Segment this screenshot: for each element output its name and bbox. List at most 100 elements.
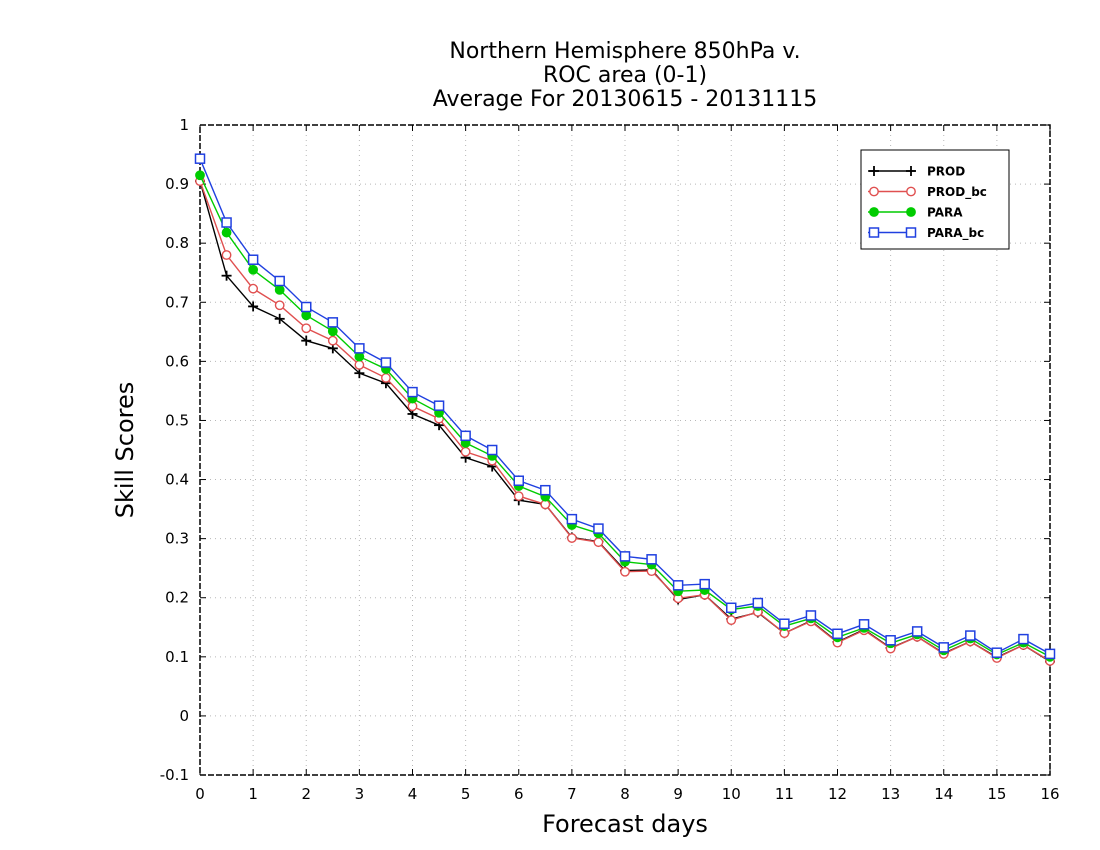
data-point-para-bc xyxy=(911,626,923,637)
data-point-para-bc xyxy=(593,523,604,534)
legend-marker xyxy=(869,186,879,197)
legend-entry-prod-bc: PROD_bc xyxy=(868,185,987,200)
data-point-para-bc xyxy=(938,642,949,653)
series-prod xyxy=(195,176,1055,667)
data-point-para-bc xyxy=(885,635,896,646)
chart-title-line-2: ROC area (0-1) xyxy=(543,63,707,88)
data-point-para-bc xyxy=(832,628,843,640)
x-tick-label: 4 xyxy=(408,785,418,803)
data-point-prod-bc xyxy=(726,615,737,626)
series-line-prod-bc xyxy=(199,180,1051,662)
data-point-para-bc xyxy=(247,254,259,265)
y-tick-label: 0.4 xyxy=(165,471,189,489)
y-tick-label: 0.8 xyxy=(165,234,189,252)
y-tick-label: 0.6 xyxy=(165,352,189,370)
data-point-prod xyxy=(248,301,259,312)
data-point-para-bc xyxy=(619,551,631,562)
x-tick-label: 14 xyxy=(934,785,953,803)
x-tick-labels: 0 1 2 3 4 5 6 7 8 9 10 11 12 13 14 15 16 xyxy=(195,785,1059,803)
y-axis-title: Skill Scores xyxy=(111,382,139,519)
data-point-para-bc xyxy=(699,578,710,590)
x-tick-label: 2 xyxy=(301,785,311,803)
grid-lines xyxy=(200,125,1050,775)
legend-label: PROD xyxy=(927,165,965,179)
y-tick-label: 0.1 xyxy=(165,648,189,666)
data-point-para-bc xyxy=(221,217,232,228)
chart-title-line-3: Average For 20130615 - 20131115 xyxy=(433,87,818,112)
legend: PROD PROD_bc PARA PARA_bc xyxy=(860,149,1010,250)
data-point-para-bc xyxy=(805,610,817,621)
chart-title-line-1: Northern Hemisphere 850hPa v. xyxy=(449,39,800,64)
data-point-para-bc xyxy=(433,400,445,411)
legend-entry-prod: PROD xyxy=(868,165,965,179)
data-point-para-bc xyxy=(327,317,339,328)
data-point-para-bc xyxy=(1018,633,1029,645)
x-tick-label: 9 xyxy=(673,785,683,803)
data-point-para-bc xyxy=(486,444,498,456)
data-point-para-bc xyxy=(380,357,392,368)
legend-label: PARA_bc xyxy=(927,226,984,241)
data-point-prod-bc xyxy=(301,323,312,334)
data-point-prod xyxy=(354,368,365,379)
x-tick-label: 12 xyxy=(828,785,847,803)
y-tick-label: 0.3 xyxy=(165,530,189,548)
data-point-prod-bc xyxy=(620,566,630,577)
x-tick-label: 8 xyxy=(620,785,630,803)
x-tick-label: 16 xyxy=(1040,785,1059,803)
data-point-para-bc xyxy=(274,275,285,287)
data-point-prod-bc xyxy=(381,373,391,383)
y-tick-label: 0.9 xyxy=(165,175,189,193)
data-point-para-bc xyxy=(460,430,471,442)
series-line-prod xyxy=(199,180,1051,663)
x-axis-title: Forecast days xyxy=(542,810,708,838)
legend-label: PROD_bc xyxy=(927,185,987,200)
y-tick-label: 0.2 xyxy=(165,589,189,607)
data-point-prod-bc xyxy=(460,446,471,457)
x-tick-label: 15 xyxy=(987,785,1006,803)
y-tick-label: 0.5 xyxy=(165,411,189,429)
x-tick-label: 1 xyxy=(248,785,258,803)
data-point-para xyxy=(195,170,205,181)
legend-marker xyxy=(906,207,916,217)
data-point-para-bc xyxy=(540,484,551,496)
data-point-para-bc xyxy=(672,580,684,591)
x-tick-label: 11 xyxy=(775,785,794,803)
data-point-para-bc xyxy=(726,602,737,614)
data-point-para xyxy=(327,326,338,337)
y-tick-labels: -0.1 0 0.1 0.2 0.3 0.4 0.5 0.6 0.7 0.8 0.9 1 xyxy=(160,116,189,784)
data-point-prod-bc xyxy=(593,537,604,548)
x-tick-label: 5 xyxy=(461,785,471,803)
legend-marker xyxy=(905,227,917,238)
y-tick-label: -0.1 xyxy=(160,766,189,784)
data-point-prod xyxy=(221,270,232,281)
data-point-para-bc xyxy=(513,475,524,486)
legend-entry-para-bc: PARA_bc xyxy=(868,226,984,241)
data-point-para-bc xyxy=(779,618,790,629)
data-point-para-bc xyxy=(752,597,764,609)
data-point-para-bc xyxy=(965,630,976,641)
data-point-para-bc xyxy=(354,343,365,354)
data-point-para-bc xyxy=(646,554,657,565)
data-point-prod-bc xyxy=(354,360,365,370)
data-point-para xyxy=(248,264,259,275)
x-tick-label: 6 xyxy=(514,785,524,803)
data-point-prod xyxy=(274,313,285,324)
data-point-prod-bc xyxy=(221,250,232,260)
legend-label: PARA xyxy=(927,206,963,220)
x-tick-label: 10 xyxy=(722,785,741,803)
data-point-prod-bc xyxy=(566,533,577,543)
data-point-para-bc xyxy=(407,386,418,398)
data-point-para xyxy=(221,227,232,238)
data-point-para-bc xyxy=(301,301,312,313)
legend-marker xyxy=(869,207,879,217)
legend-marker xyxy=(868,227,880,238)
data-point-para-bc xyxy=(566,513,578,525)
x-tick-label: 3 xyxy=(355,785,365,803)
y-tick-label: 0.7 xyxy=(165,293,189,311)
chart-title: Northern Hemisphere 850hPa v. ROC area (… xyxy=(433,39,818,112)
x-tick-label: 7 xyxy=(567,785,577,803)
data-point-prod-bc xyxy=(248,283,259,294)
data-point-para-bc xyxy=(194,153,206,164)
legend-marker xyxy=(906,186,916,197)
data-point-prod xyxy=(301,335,312,346)
